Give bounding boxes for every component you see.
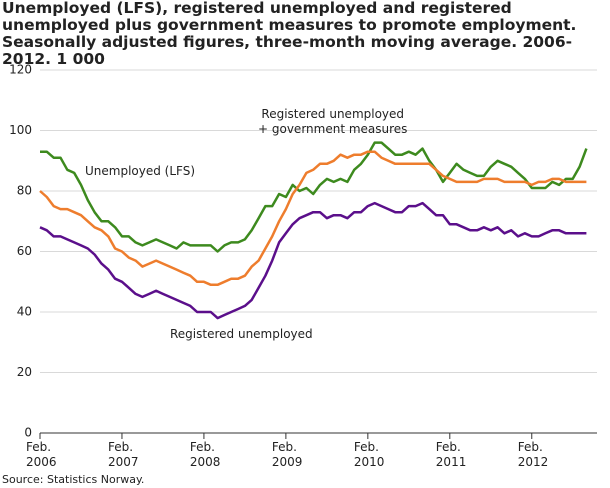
series-line (39, 150, 587, 287)
y-tick-label: 40 (17, 305, 32, 319)
x-tick-label: Feb. 2008 (189, 440, 221, 469)
y-tick-label: 20 (17, 365, 32, 379)
y-tick-label: 80 (17, 184, 32, 198)
annotation: Unemployed (LFS) (85, 164, 196, 178)
x-tick-label: Feb. 2006 (26, 440, 57, 469)
y-tick-label: 0 (24, 426, 32, 440)
x-tick-label: Feb. 2011 (435, 440, 467, 469)
chart-title: Unemployed (LFS), registered unemployed … (2, 0, 577, 68)
source: Source: Statistics Norway. (2, 473, 145, 486)
annotation: Registered unemployed (170, 327, 313, 341)
x-tick-label: Feb. 2007 (107, 440, 139, 469)
y-tick-label: 100 (9, 123, 32, 137)
series-line (40, 141, 588, 253)
y-tick-label: 120 (9, 63, 32, 77)
x-tick-label: Feb. 2010 (353, 440, 385, 469)
x-tick-label: Feb. 2009 (271, 440, 303, 469)
x-tick-label: Feb. 2012 (517, 440, 549, 469)
y-tick-label: 60 (17, 244, 32, 258)
series-line (39, 201, 587, 320)
annotation: Registered unemployed + government measu… (258, 107, 408, 136)
